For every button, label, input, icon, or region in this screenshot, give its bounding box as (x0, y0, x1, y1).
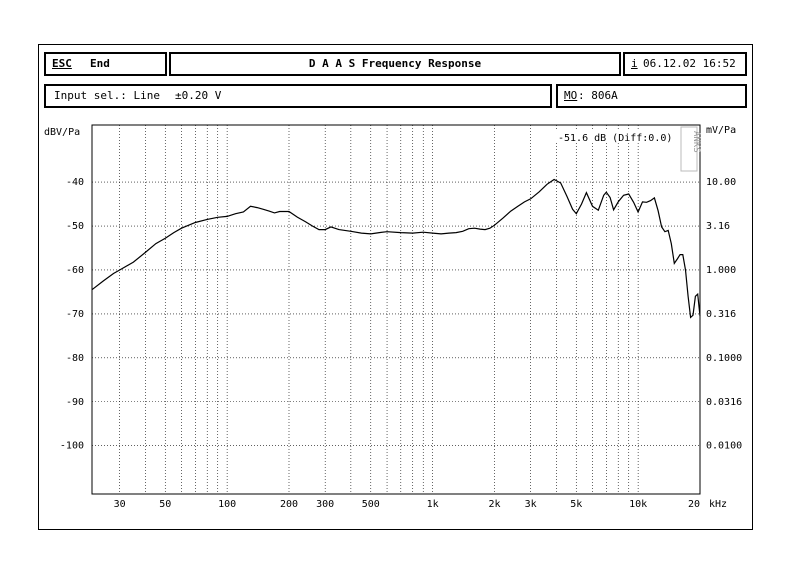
y-tick-label-right: 1.000 (706, 265, 736, 276)
x-tick-label: 5k (570, 499, 582, 510)
ticks-layer: -40 -50 -60 -70 -80 -90 -100 10.00 3.16 1.000 0.31… (60, 177, 742, 510)
info-key: i (631, 57, 638, 70)
y-tick-label-right: 3.16 (706, 221, 730, 232)
mo-box[interactable]: MO : 806A (556, 84, 747, 108)
x-tick-label: 500 (362, 499, 380, 510)
page-title: D A A S Frequency Response (308, 57, 482, 70)
x-tick-label: 100 (218, 499, 236, 510)
x-tick-label: 50 (159, 499, 171, 510)
y-tick-label-right: 0.316 (706, 309, 736, 320)
badge-box (680, 126, 698, 172)
y-tick-label: -40 (66, 177, 84, 188)
y-axis-right-label: mV/Pa (706, 125, 736, 136)
y-tick-label: -80 (66, 353, 84, 364)
x-tick-label: 200 (280, 499, 298, 510)
esc-key-label: ESC (52, 57, 72, 70)
x-tick-label: 30 (114, 499, 126, 510)
grid-layer (92, 125, 701, 494)
y-tick-label: -70 (66, 309, 84, 320)
y-tick-label: -50 (66, 221, 84, 232)
y-tick-label-right: 0.1000 (706, 353, 742, 364)
y-tick-label: -90 (66, 397, 84, 408)
info-datetime-box[interactable]: i 06.12.02 16:52 (623, 52, 747, 76)
x-tick-label: 300 (316, 499, 334, 510)
title-box: D A A S Frequency Response (169, 52, 621, 76)
x-tick-label: 2k (488, 499, 500, 510)
x-tick-label: 3k (525, 499, 537, 510)
response-curve-line (91, 178, 701, 319)
level-annotation: -51.6 dB (Diff:0.0) (558, 133, 672, 144)
input-range-value: ±0.20 V (175, 89, 222, 102)
mo-key: MO (564, 89, 578, 102)
instrument-frame (38, 44, 753, 530)
y-tick-label-right: 0.0316 (706, 397, 742, 408)
y-tick-label: -100 (60, 441, 84, 452)
y-axis-label: dBV/Pa (44, 127, 80, 138)
plot-border (91, 124, 701, 495)
end-label: End (90, 57, 110, 70)
annotation-bg (556, 129, 676, 143)
x-tick-label: 20 (688, 499, 700, 510)
side-badge: ANKS (691, 131, 701, 153)
y-tick-label: -60 (66, 265, 84, 276)
mo-value: : 806A (578, 89, 618, 102)
datetime-text: 06.12.02 16:52 (643, 57, 736, 70)
input-selection-label: Input sel.: Line (54, 89, 160, 102)
x-tick-label: 10k (629, 499, 647, 510)
y-tick-label-right: 10.00 (706, 177, 736, 188)
esc-end-button[interactable]: ESC End (44, 52, 167, 76)
input-selection-box[interactable]: Input sel.: Line ±0.20 V (44, 84, 552, 108)
x-tick-label: 1k (427, 499, 439, 510)
x-axis-unit-label: kHz (709, 499, 727, 510)
y-tick-label-right: 0.0100 (706, 441, 742, 452)
